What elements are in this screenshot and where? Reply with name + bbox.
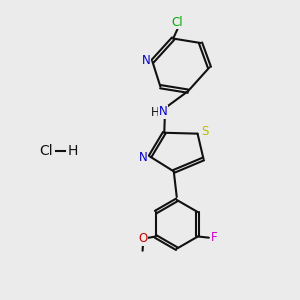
Text: H: H [151, 106, 160, 119]
Text: N: N [142, 54, 150, 67]
Text: Cl: Cl [39, 145, 53, 158]
Text: O: O [139, 232, 148, 245]
Text: N: N [139, 151, 148, 164]
Text: Cl: Cl [172, 16, 184, 29]
Text: F: F [211, 232, 217, 244]
Text: N: N [158, 106, 167, 118]
Text: S: S [201, 125, 209, 138]
Text: H: H [68, 145, 78, 158]
